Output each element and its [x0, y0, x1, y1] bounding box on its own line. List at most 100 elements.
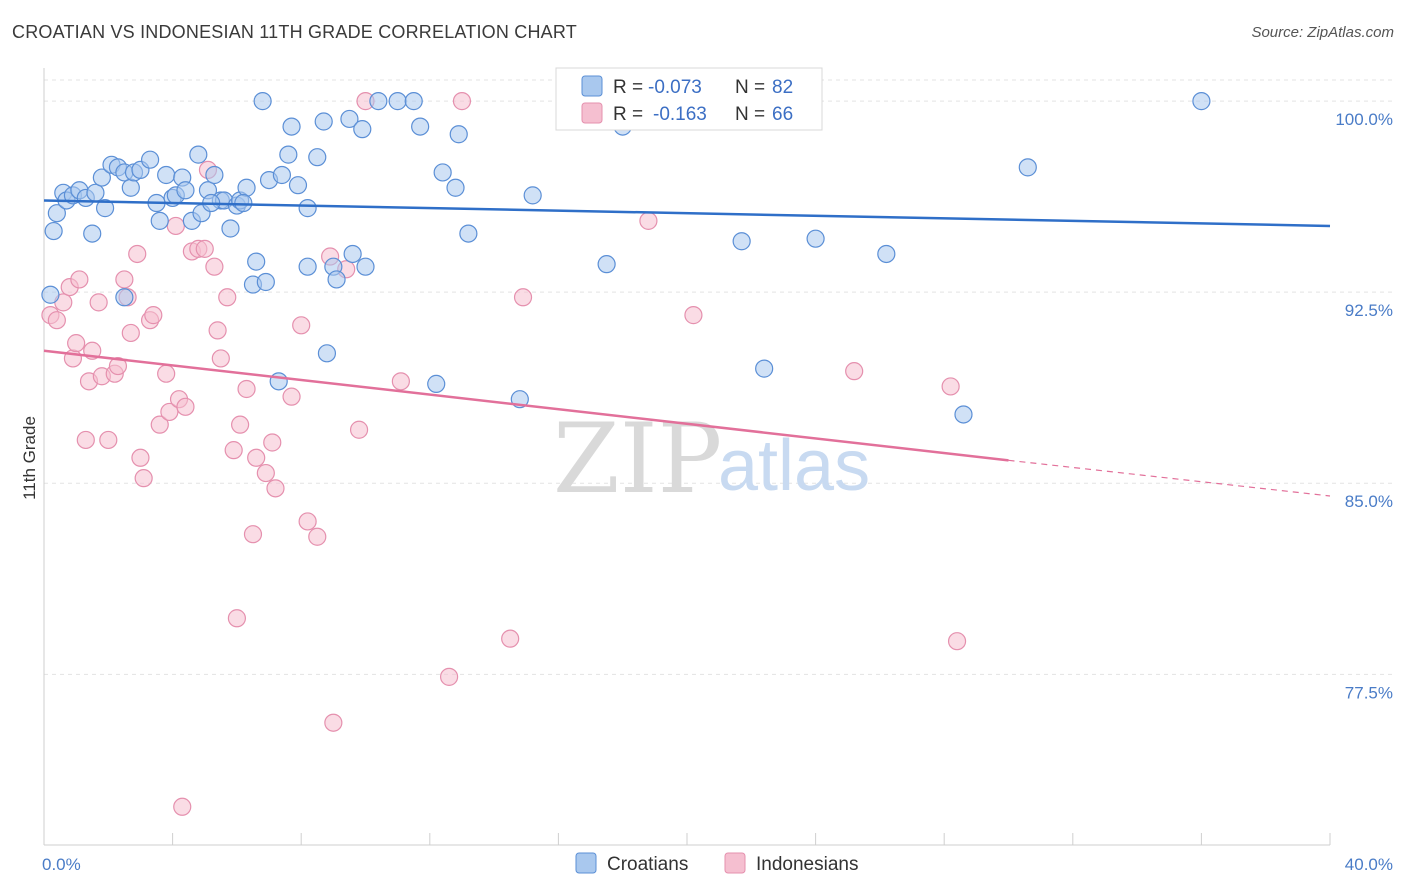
- series-legend: Croatians Indonesians: [575, 852, 858, 875]
- x-tick-labels: 0.0% 40.0%: [42, 855, 1393, 874]
- y-tick-labels: 77.5% 85.0% 92.5% 100.0%: [1335, 110, 1393, 702]
- indonesian-point: [70, 270, 89, 289]
- croatian-point: [343, 244, 362, 264]
- croatian-point: [327, 270, 346, 289]
- indonesian-point: [263, 433, 282, 452]
- croatian-point: [298, 199, 317, 218]
- indonesian-point: [513, 288, 533, 307]
- indonesian-point: [150, 415, 169, 434]
- indonesian-point: [941, 377, 960, 396]
- indonesian-point: [684, 306, 703, 325]
- croatian-point: [234, 193, 253, 213]
- indonesian-point: [308, 527, 327, 546]
- croatian-point: [95, 199, 115, 218]
- grid-lines: [44, 79, 1392, 675]
- croatian-point: [269, 372, 288, 391]
- legend-n-label-1: N =: [735, 77, 765, 98]
- watermark-atlas: atlas: [718, 426, 870, 506]
- indonesian-point: [134, 469, 153, 488]
- indonesian-point: [131, 448, 150, 467]
- indonesian-point: [176, 397, 195, 416]
- bottom-legend-croatians: Croatians: [607, 854, 688, 875]
- croatian-point: [279, 145, 298, 164]
- indonesian-point: [639, 211, 658, 230]
- indonesian-point: [115, 270, 134, 289]
- indonesian-point: [224, 441, 243, 460]
- indonesian-point: [157, 364, 176, 383]
- croatian-point: [314, 112, 333, 131]
- indonesian-points: [41, 92, 967, 816]
- y-tick-label: 85.0%: [1345, 492, 1393, 511]
- croatian-point: [83, 224, 102, 243]
- croatian-point: [353, 120, 372, 139]
- croatian-points: [41, 92, 1211, 424]
- croatian-point: [597, 255, 616, 274]
- indonesian-point: [282, 387, 301, 406]
- croatian-point: [411, 117, 430, 136]
- indonesian-point: [237, 379, 256, 399]
- indonesian-point: [89, 293, 108, 312]
- indonesian-point: [452, 92, 472, 111]
- croatian-point: [806, 229, 825, 248]
- croatian-point: [1192, 92, 1211, 111]
- croatian-point: [433, 163, 452, 182]
- croatian-point: [140, 150, 160, 169]
- source-label: Source: ZipAtlas.com: [1251, 24, 1394, 41]
- bottom-legend-swatch-croatians: [575, 852, 597, 874]
- indonesian-point: [205, 257, 224, 276]
- legend-n-value-2: 66: [772, 104, 793, 125]
- indonesian-trend-extension: [1008, 459, 1331, 497]
- indonesian-point: [231, 415, 250, 434]
- legend-r-value-1: -0.073: [648, 77, 702, 98]
- croatian-point: [449, 125, 468, 144]
- legend-n-label-2: N =: [735, 104, 765, 125]
- indonesian-point: [121, 323, 140, 343]
- indonesian-point: [256, 463, 275, 483]
- croatian-point: [877, 244, 896, 264]
- croatian-point: [459, 224, 478, 243]
- indonesian-point: [195, 239, 214, 258]
- croatian-point: [47, 204, 66, 223]
- indonesian-point: [166, 216, 185, 236]
- croatian-point: [256, 272, 275, 292]
- indonesian-point: [298, 512, 317, 531]
- indonesian-point: [47, 311, 66, 330]
- croatian-point: [189, 145, 208, 164]
- indonesian-point: [67, 334, 86, 353]
- y-tick-label: 77.5%: [1345, 683, 1393, 702]
- croatian-point: [732, 232, 751, 251]
- bottom-legend-indonesians: Indonesians: [756, 854, 858, 875]
- croatian-point: [298, 257, 317, 276]
- croatian-point: [356, 257, 375, 276]
- indonesian-point: [349, 420, 369, 439]
- croatian-point: [317, 344, 337, 363]
- legend-r-label-2: R =: [613, 104, 643, 125]
- croatian-point: [755, 359, 774, 378]
- indonesian-point: [128, 244, 147, 264]
- indonesian-point: [391, 372, 410, 391]
- indonesian-trend-line: [43, 349, 1009, 462]
- trend-lines: [43, 199, 1331, 497]
- indonesian-point: [108, 356, 128, 376]
- croatian-point: [86, 183, 105, 202]
- indonesian-point: [292, 316, 311, 335]
- indonesian-point: [243, 525, 263, 544]
- axes: [43, 68, 1331, 846]
- legend-swatch-croatian: [581, 75, 603, 97]
- legend-r-label-1: R =: [613, 77, 643, 98]
- x-tick-label-start: 0.0%: [42, 855, 81, 874]
- croatian-trend-line: [43, 199, 1331, 228]
- y-tick-label: 100.0%: [1335, 110, 1393, 129]
- legend-r-value-2: -0.163: [653, 104, 707, 125]
- legend-swatch-indonesian: [581, 102, 603, 124]
- indonesian-point: [501, 629, 520, 648]
- indonesian-point: [266, 479, 285, 498]
- croatian-point: [523, 186, 542, 205]
- x-tick-label-end: 40.0%: [1345, 855, 1393, 874]
- y-tick-label: 92.5%: [1345, 301, 1393, 320]
- croatian-point: [308, 148, 327, 167]
- indonesian-point: [173, 797, 192, 816]
- chart-title: CROATIAN VS INDONESIAN 11TH GRADE CORREL…: [12, 22, 577, 42]
- stats-legend: R = -0.073 N = 82 R = -0.163 N = 66: [555, 67, 823, 131]
